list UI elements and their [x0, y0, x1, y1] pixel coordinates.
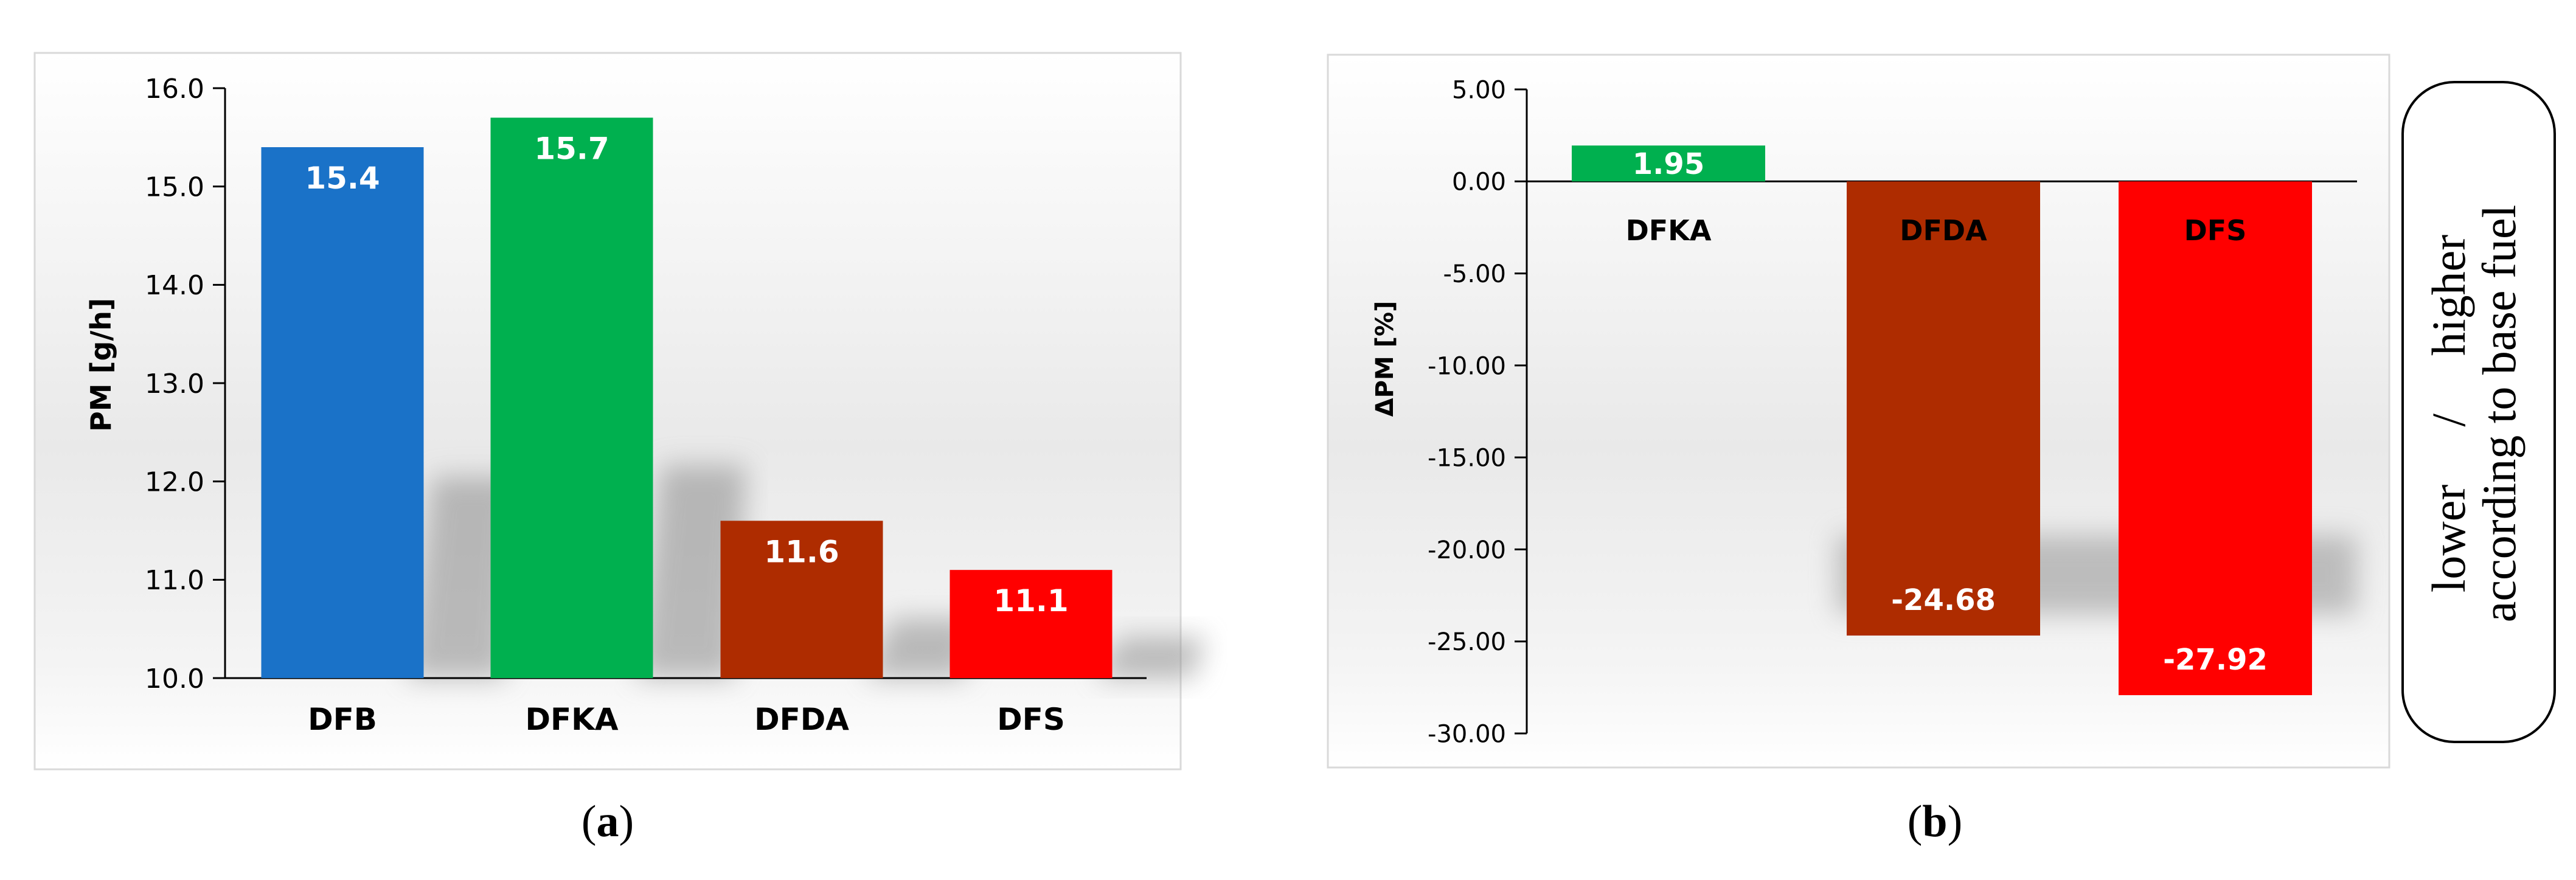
- bar-value-label: 15.4: [305, 161, 380, 196]
- side-note-line2: according to base fuel: [2473, 205, 2526, 623]
- side-note-higher: higher: [2422, 235, 2475, 356]
- y-tick-label: 16.0: [145, 74, 204, 105]
- bar-dfs: [2119, 181, 2312, 696]
- side-note-line1: lower / higher: [2422, 235, 2475, 593]
- bar-value-label: 11.6: [764, 534, 839, 569]
- side-note-separator: /: [2422, 414, 2475, 427]
- side-note: lower / higher according to base fuel: [2401, 81, 2556, 743]
- caption-b-open: (: [1908, 797, 1923, 847]
- bar-dfs: [950, 570, 1113, 678]
- bar-shadow: [1095, 637, 1206, 678]
- chart-panel-a: 10.0 11.0 12.0 13.0 14.0 15.0 16.0 15.4 DFB 15.7…: [33, 52, 1206, 771]
- x-category-label: DFDA: [1900, 214, 1987, 247]
- caption-a-letter: a: [597, 797, 619, 847]
- x-category-label: DFDA: [754, 702, 849, 737]
- panel-b-bars: 1.95 DFKA -24.68 DFDA -27.92 DFS: [1572, 145, 2312, 696]
- caption-b-letter: b: [1922, 797, 1947, 847]
- bar-value-label: -24.68: [1891, 583, 1996, 617]
- side-note-frame: [2401, 81, 2556, 743]
- bar-value-label: 11.1: [993, 583, 1068, 618]
- bar-dfb: [261, 147, 424, 678]
- bar-dfka: [490, 117, 653, 678]
- y-tick-label: -25.00: [1428, 628, 1506, 656]
- panel-a-bars: 15.4 DFB 15.7 DFKA 11.6 DFDA 11.1 DFS: [261, 117, 1113, 737]
- bar-shadow: [407, 476, 517, 678]
- panel-a-ylabel: PM [g/h]: [85, 298, 117, 432]
- bar-value-label: 15.7: [534, 131, 609, 167]
- y-tick-label: -15.00: [1428, 445, 1506, 473]
- y-tick-label: -10.00: [1428, 352, 1506, 380]
- caption-a-open: (: [582, 797, 597, 847]
- side-note-lower: lower: [2422, 485, 2475, 593]
- panel-b-y-axis: -30.00 -25.00 -20.00 -15.00 -10.00 -5.00 0.00 5…: [1428, 76, 2357, 748]
- bar-dfda: [720, 521, 883, 678]
- caption-a: (a): [582, 797, 634, 847]
- y-tick-label: 5.00: [1452, 76, 1506, 104]
- caption-b: (b): [1908, 797, 1962, 847]
- bar-shadow: [866, 618, 976, 678]
- y-tick-label: 13.0: [145, 369, 204, 400]
- y-tick-label: -5.00: [1443, 260, 1507, 288]
- bar-dfda: [1847, 181, 2040, 636]
- x-category-label: DFS: [997, 702, 1065, 737]
- panel-a-shadows: [407, 465, 1206, 678]
- x-category-label: DFKA: [525, 702, 618, 737]
- y-tick-label: 14.0: [145, 270, 204, 301]
- y-tick-label: 15.0: [145, 172, 204, 203]
- bar-shadow: [636, 465, 746, 678]
- x-category-label: DFS: [2184, 214, 2247, 247]
- x-category-label: DFKA: [1626, 214, 1712, 247]
- bar-dfka: [1572, 145, 1765, 182]
- y-tick-label: -20.00: [1428, 536, 1506, 564]
- y-tick-label: -30.00: [1428, 720, 1506, 748]
- y-tick-label: 0.00: [1452, 168, 1506, 196]
- caption-a-close: ): [619, 797, 634, 847]
- chart-panel-b: -30.00 -25.00 -20.00 -15.00 -10.00 -5.00 0.00 5…: [1327, 54, 2390, 769]
- panel-b-ylabel: ΔPM [%]: [1371, 301, 1399, 417]
- y-tick-label: 11.0: [145, 565, 204, 596]
- bar-value-label: 1.95: [1633, 147, 1704, 181]
- y-tick-label: 10.0: [145, 663, 204, 695]
- caption-b-close: ): [1948, 797, 1963, 847]
- x-category-label: DFB: [308, 702, 377, 737]
- y-tick-label: 12.0: [145, 467, 204, 498]
- bar-value-label: -27.92: [2163, 643, 2268, 677]
